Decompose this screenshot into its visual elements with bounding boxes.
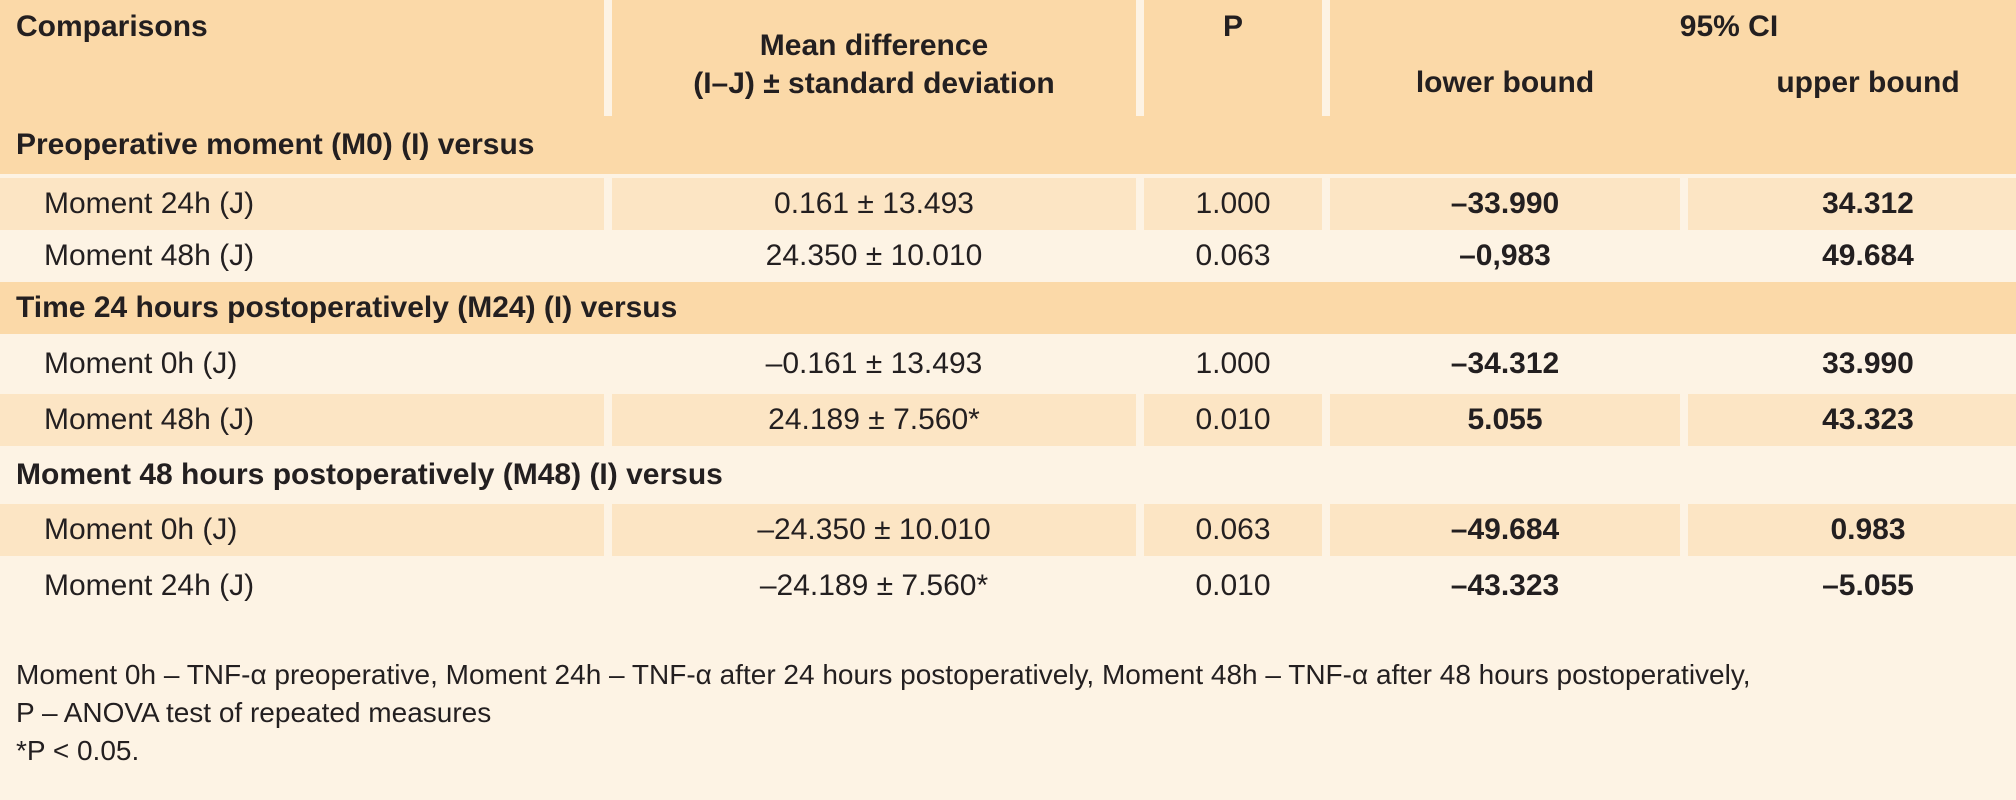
row-label: Moment 0h (J) xyxy=(0,504,604,556)
row-upper-bound: 33.990 xyxy=(1822,347,1914,380)
row-p-value: 0.063 xyxy=(1195,239,1271,272)
row-p-value: 0.010 xyxy=(1195,569,1271,602)
footnote-line-3: *P < 0.05. xyxy=(16,735,140,766)
header-mean-difference-line1: Mean difference xyxy=(759,29,989,62)
row-lower-bound: 5.055 xyxy=(1330,394,1680,446)
row-label: Moment 0h (J) xyxy=(44,347,238,380)
footnote-line-2: P – ANOVA test of repeated measures xyxy=(16,697,492,728)
row-upper-bound: 43.323 xyxy=(1688,394,2016,446)
row-lower-bound: –0,983 xyxy=(1459,239,1551,272)
header-p: P xyxy=(1144,0,1322,116)
row-lower-bound: –33.990 xyxy=(1330,178,1680,230)
row-lower-bound: –43.323 xyxy=(1450,569,1560,602)
header-mean-difference: Mean difference (I–J) ± standard deviati… xyxy=(612,0,1136,116)
header-mean-difference-line2: (I–J) ± standard deviation xyxy=(693,67,1055,100)
row-upper-bound: 0.983 xyxy=(1688,504,2016,556)
row-mean-difference: 0.161 ± 13.493 xyxy=(612,178,1136,230)
header-comparisons-label: Comparisons xyxy=(16,10,208,43)
row-p-value: 1.000 xyxy=(1144,178,1322,230)
row-lower-bound: –49.684 xyxy=(1330,504,1680,556)
row-lower-bound: –34.312 xyxy=(1450,347,1560,380)
row-upper-bound: –5.055 xyxy=(1822,569,1914,602)
comparison-table: Comparisons Mean difference (I–J) ± stan… xyxy=(0,0,2016,602)
row-p-value: 0.010 xyxy=(1144,394,1322,446)
header-upper-bound: upper bound xyxy=(1776,66,1960,99)
header-ci: 95% CI xyxy=(1679,10,1779,43)
header-comparisons: Comparisons xyxy=(0,0,604,116)
row-label: Moment 24h (J) xyxy=(44,569,255,602)
section-title-m0: Preoperative moment (M0) (I) versus xyxy=(0,116,2016,174)
table-footnote: Moment 0h – TNF-α preoperative, Moment 2… xyxy=(16,656,2006,770)
section-title-m48: Moment 48 hours postoperatively (M48) (I… xyxy=(16,458,723,491)
row-p-value: 0.063 xyxy=(1144,504,1322,556)
row-upper-bound: 49.684 xyxy=(1822,239,1914,272)
header-lower-bound: lower bound xyxy=(1415,66,1595,99)
row-mean-difference: –24.350 ± 10.010 xyxy=(612,504,1136,556)
row-p-value: 1.000 xyxy=(1195,347,1271,380)
section-title-m24: Time 24 hours postoperatively (M24) (I) … xyxy=(0,282,2016,334)
row-upper-bound: 34.312 xyxy=(1688,178,2016,230)
row-mean-difference: 24.189 ± 7.560* xyxy=(612,394,1136,446)
header-p-label: P xyxy=(1222,10,1243,43)
row-mean-difference: 24.350 ± 10.010 xyxy=(765,239,983,272)
row-label: Moment 48h (J) xyxy=(44,239,255,272)
header-ci-group: 95% CI lower bound upper bound xyxy=(1330,0,2016,116)
row-mean-difference: –24.189 ± 7.560* xyxy=(759,569,989,602)
row-mean-difference: –0.161 ± 13.493 xyxy=(765,347,983,380)
row-label: Moment 48h (J) xyxy=(0,394,604,446)
row-label: Moment 24h (J) xyxy=(0,178,604,230)
footnote-line-1: Moment 0h – TNF-α preoperative, Moment 2… xyxy=(16,659,1751,690)
